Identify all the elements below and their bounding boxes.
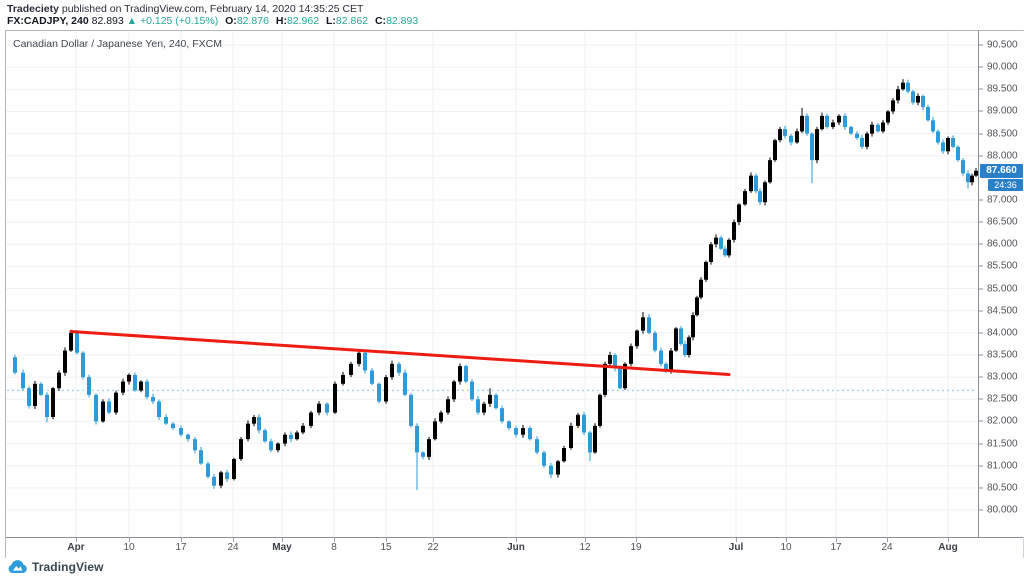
last-price-badge: 87.660 bbox=[980, 163, 1023, 178]
time-tick-label: May bbox=[272, 542, 292, 553]
price-tick-label: 81.000 bbox=[979, 460, 1018, 471]
price-tick-label: 82.000 bbox=[979, 416, 1018, 427]
resistance-trendline[interactable] bbox=[69, 330, 731, 376]
price-tick-label: 88.500 bbox=[979, 128, 1018, 139]
high-label: H: bbox=[275, 15, 287, 27]
chart-frame: Canadian Dollar / Japanese Yen, 240, FXC… bbox=[5, 30, 1024, 558]
price-tick-label: 88.000 bbox=[979, 150, 1018, 161]
publish-info: Tradeciety published on TradingView.com,… bbox=[7, 3, 363, 15]
time-tick-label: 15 bbox=[380, 542, 392, 553]
time-tick bbox=[585, 538, 586, 542]
time-tick-label: 17 bbox=[830, 542, 842, 553]
price-tick-label: 87.000 bbox=[979, 195, 1018, 206]
time-tick bbox=[233, 538, 234, 542]
time-tick-label: 24 bbox=[227, 542, 239, 553]
price-axis[interactable]: 87.660 24:36 90.500 90.000 89.500 89.000 88.… bbox=[978, 31, 1024, 537]
low-value: 82.862 bbox=[335, 15, 369, 27]
time-tick bbox=[948, 538, 949, 542]
time-tick-label: 8 bbox=[331, 542, 337, 553]
price-tick-label: 84.000 bbox=[979, 327, 1018, 338]
price-tick-label: 86.500 bbox=[979, 217, 1018, 228]
time-tick bbox=[836, 538, 837, 542]
time-tick bbox=[181, 538, 182, 542]
time-tick-label: 19 bbox=[630, 542, 642, 553]
price-tick-label: 89.500 bbox=[979, 84, 1018, 95]
time-tick-label: 12 bbox=[579, 542, 591, 553]
price-tick-label: 83.000 bbox=[979, 372, 1018, 383]
time-tick-label: 10 bbox=[123, 542, 135, 553]
time-tick-label: 10 bbox=[780, 542, 792, 553]
time-tick-label: Jun bbox=[507, 542, 525, 553]
price-tick-label: 80.500 bbox=[979, 482, 1018, 493]
close-value: 82.893 bbox=[386, 15, 419, 27]
time-tick bbox=[433, 538, 434, 542]
low-label: L: bbox=[326, 15, 336, 27]
change-label: ▲ +0.125 (+0.15%) bbox=[126, 15, 219, 27]
time-axis[interactable]: Apr 10 17 24 May 8 15 22 Jun 12 19 Jul 10 17 24 Aug bbox=[6, 537, 1023, 558]
time-tick-label: Jul bbox=[728, 542, 744, 553]
price-tick-label: 82.500 bbox=[979, 394, 1018, 405]
time-tick-label: 22 bbox=[427, 542, 439, 553]
close-label: C: bbox=[374, 15, 387, 27]
price-tick-label: 84.500 bbox=[979, 305, 1018, 316]
tradingview-branding[interactable]: TradingView bbox=[8, 559, 104, 575]
time-tick-label: Aug bbox=[938, 542, 958, 553]
time-tick-label: 17 bbox=[175, 542, 187, 553]
time-tick bbox=[736, 538, 737, 542]
high-value: 82.962 bbox=[286, 15, 320, 27]
bar-countdown-badge: 24:36 bbox=[988, 178, 1023, 191]
publish-text: published on TradingView.com, February 1… bbox=[58, 3, 364, 15]
price-tick-label: 85.500 bbox=[979, 261, 1018, 272]
time-tick bbox=[129, 538, 130, 542]
time-tick bbox=[282, 538, 283, 542]
candlestick-chart-area[interactable]: Canadian Dollar / Japanese Yen, 240, FXC… bbox=[6, 31, 978, 537]
symbol-label: FX:CADJPY, 240 bbox=[7, 15, 89, 27]
open-value: 82.876 bbox=[236, 15, 269, 27]
price-tick-label: 89.000 bbox=[979, 106, 1018, 117]
chart-legend-title: Canadian Dollar / Japanese Yen, 240, FXC… bbox=[13, 38, 222, 50]
time-tick-label: Apr bbox=[67, 542, 85, 553]
price-tick-label: 80.000 bbox=[979, 505, 1018, 516]
chart-canvas[interactable] bbox=[6, 31, 978, 537]
price-tick-label: 90.000 bbox=[979, 62, 1018, 73]
time-tick-label: 24 bbox=[881, 542, 893, 553]
time-tick bbox=[386, 538, 387, 542]
time-tick bbox=[334, 538, 335, 542]
price-tick-label: 81.500 bbox=[979, 438, 1018, 449]
price-tick-label: 90.500 bbox=[979, 40, 1018, 51]
open-label: O: bbox=[225, 15, 237, 27]
tradingview-wordmark: TradingView bbox=[32, 560, 104, 574]
price-tick-label: 86.000 bbox=[979, 239, 1018, 250]
time-tick bbox=[786, 538, 787, 542]
time-tick bbox=[76, 538, 77, 542]
gridlines bbox=[6, 31, 978, 537]
last-price-label: 82.893 bbox=[91, 15, 124, 27]
time-tick bbox=[516, 538, 517, 542]
price-tick-label: 83.500 bbox=[979, 350, 1018, 361]
time-tick bbox=[636, 538, 637, 542]
publisher-name: Tradeciety bbox=[7, 3, 59, 15]
candles-layer bbox=[13, 79, 978, 491]
price-tick-label: 85.000 bbox=[979, 283, 1018, 294]
tradingview-logo-icon bbox=[8, 559, 27, 575]
symbol-ohlc-bar: FX:CADJPY, 240 82.893 ▲ +0.125 (+0.15%) … bbox=[7, 15, 418, 27]
time-tick bbox=[887, 538, 888, 542]
